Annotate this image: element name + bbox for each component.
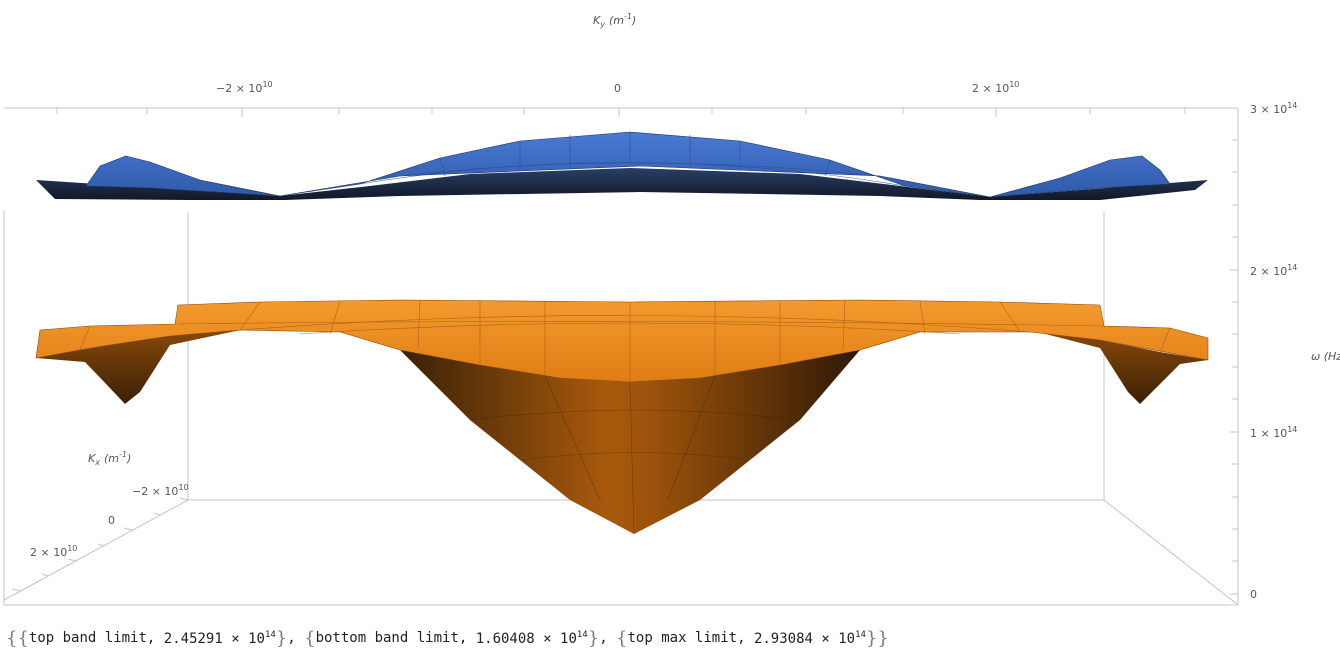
top-band-upper bbox=[85, 131, 1171, 198]
top-band-limit-value: 2.45291 × 1014 bbox=[163, 629, 276, 647]
item-close-brace: } bbox=[587, 627, 600, 649]
ky-tick-label: 2 × 1010 bbox=[972, 80, 1019, 95]
bottom-band-surface bbox=[35, 299, 1209, 535]
bottom-band-limit-value: 1.60408 × 1014 bbox=[475, 629, 588, 647]
omega-tick-label: 0 bbox=[1250, 588, 1257, 601]
kx-tick-label: −2 × 1010 bbox=[132, 483, 189, 498]
kx-tick-marks bbox=[11, 497, 189, 592]
item-open-brace: { bbox=[616, 627, 628, 649]
bottom-band-limit-label: bottom band limit bbox=[315, 630, 459, 646]
item-close-brace: } bbox=[275, 627, 288, 649]
top-band-limit-label: top band limit bbox=[28, 630, 147, 646]
top-band-surface bbox=[36, 131, 1208, 200]
omega-tick-label: 3 × 1014 bbox=[1250, 101, 1297, 116]
output-line: { { top band limit, 2.45291 × 1014 }, { … bbox=[6, 627, 889, 649]
omega-axis: 3 × 1014 2 × 1014 1 × 1014 0 ω (Hz bbox=[1250, 101, 1340, 601]
item-open-brace: { bbox=[17, 627, 29, 649]
kx-axis-title: Kx (m-1) bbox=[88, 450, 131, 467]
omega-tick-label: 1 × 1014 bbox=[1250, 425, 1297, 440]
top-band-underside bbox=[36, 168, 1208, 200]
kx-tick-label: 2 × 1010 bbox=[30, 544, 77, 559]
ky-axis-title: Ky (m-1) bbox=[593, 12, 636, 29]
omega-tick-label: 2 × 1014 bbox=[1250, 263, 1297, 278]
bottom-band-right-dip bbox=[1030, 330, 1208, 404]
output-close-brace: } bbox=[877, 627, 889, 649]
kx-tick-label: 0 bbox=[108, 514, 115, 527]
output-open-brace: { bbox=[6, 627, 18, 649]
ky-tick-label: 0 bbox=[614, 82, 621, 95]
bottom-band-cone bbox=[400, 350, 860, 534]
ky-tick-label: −2 × 1010 bbox=[216, 80, 273, 95]
bottom-band-upper bbox=[35, 299, 1209, 383]
top-max-limit-value: 2.93084 × 1014 bbox=[753, 629, 866, 647]
ky-axis: Ky (m-1) −2 × 1010 0 2 × 1010 bbox=[216, 12, 1019, 95]
omega-axis-title: ω (Hz bbox=[1311, 350, 1340, 363]
item-close-brace: } bbox=[865, 627, 878, 649]
omega-tick-marks bbox=[1230, 107, 1238, 595]
kx-axis: Kx (m-1) −2 × 1010 0 2 × 1010 bbox=[30, 450, 189, 559]
surface-plot: Ky (m-1) −2 × 1010 0 2 × 1010 3 × 1014 2 … bbox=[3, 12, 1340, 606]
item-open-brace: { bbox=[304, 627, 316, 649]
top-max-limit-label: top max limit bbox=[627, 630, 738, 646]
bottom-band-left-dip bbox=[36, 328, 250, 404]
ky-tick-marks bbox=[56, 108, 1186, 117]
